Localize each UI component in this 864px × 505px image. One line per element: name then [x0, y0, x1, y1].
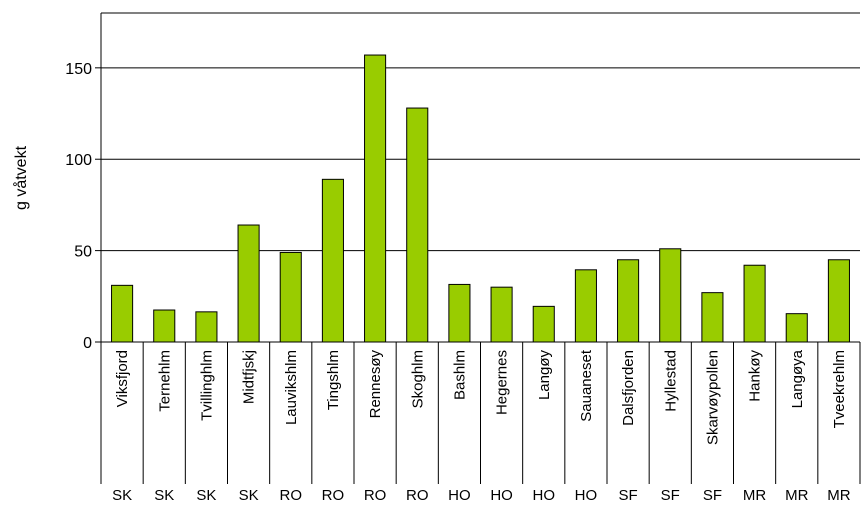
x-category-label: Langøya [789, 349, 806, 408]
y-axis-title: g våtvekt [12, 145, 30, 210]
x-group-label: SF [661, 487, 680, 504]
bar [406, 107, 429, 343]
x-category-label: Rennesøy [367, 350, 384, 419]
x-group-label: MR [827, 487, 850, 504]
bar [659, 248, 682, 343]
x-category-label: Lauvikshlm [283, 350, 300, 425]
bar [701, 292, 724, 343]
x-group-label: RO [406, 487, 429, 504]
bar [532, 305, 555, 343]
x-category-label: Langøy [536, 350, 553, 401]
bar [153, 309, 176, 343]
y-tick-label: 0 [83, 335, 92, 352]
x-group-label: SF [703, 487, 722, 504]
x-category-label: Midtfjskj [241, 350, 258, 404]
x-group-label: HO [575, 487, 598, 504]
x-category-label: Ternehlm [156, 350, 173, 412]
x-group-label: RO [364, 487, 387, 504]
bar [111, 284, 134, 343]
x-category-label: Bashlm [451, 350, 468, 400]
bars [111, 54, 850, 343]
x-category-labels: Viksfjord SK Ternehlm SK Tvillinghlm SK Midtfj… [112, 349, 851, 504]
bar [827, 259, 850, 343]
x-group-label: HO [490, 487, 513, 504]
bar [279, 251, 302, 343]
y-tick-label: 150 [65, 61, 92, 78]
x-category-label: Hankøy [747, 350, 764, 402]
x-category-label: Tingshlm [325, 350, 342, 410]
bar [237, 224, 260, 343]
y-tick-label: 50 [74, 244, 92, 261]
bar [574, 269, 597, 343]
axes [95, 12, 861, 484]
x-group-label: RO [280, 487, 303, 504]
bar [195, 311, 218, 343]
x-group-label: MR [743, 487, 766, 504]
x-group-label: SF [618, 487, 637, 504]
bar [743, 264, 766, 343]
bar [617, 259, 640, 343]
x-group-label: HO [533, 487, 556, 504]
x-category-label: Viksfjord [114, 350, 131, 407]
x-group-label: MR [785, 487, 808, 504]
bar [364, 54, 387, 343]
x-category-label: Hyllestad [662, 350, 679, 412]
bar [490, 286, 513, 343]
x-group-label: RO [322, 487, 345, 504]
x-group-label: HO [448, 487, 471, 504]
y-tick-labels: 0 50 100 150 [65, 61, 92, 352]
x-category-label: Hegernes [494, 350, 511, 415]
x-group-label: SK [154, 487, 174, 504]
x-category-label: Tvillinghlm [198, 350, 215, 421]
x-category-label: Tveekrehlm [831, 350, 848, 428]
x-category-label: Skarvøypollen [704, 350, 721, 445]
x-group-label: SK [112, 487, 132, 504]
y-tick-label: 100 [65, 152, 92, 169]
bar [785, 313, 808, 343]
x-group-label: SK [239, 487, 259, 504]
x-group-label: SK [196, 487, 216, 504]
x-category-label: Sauaneset [578, 349, 595, 422]
x-category-label: Skoghlm [409, 350, 426, 408]
gridlines [101, 67, 860, 252]
bar [448, 283, 471, 343]
bar [321, 178, 344, 343]
x-category-label: Dalsfjorden [620, 350, 637, 426]
